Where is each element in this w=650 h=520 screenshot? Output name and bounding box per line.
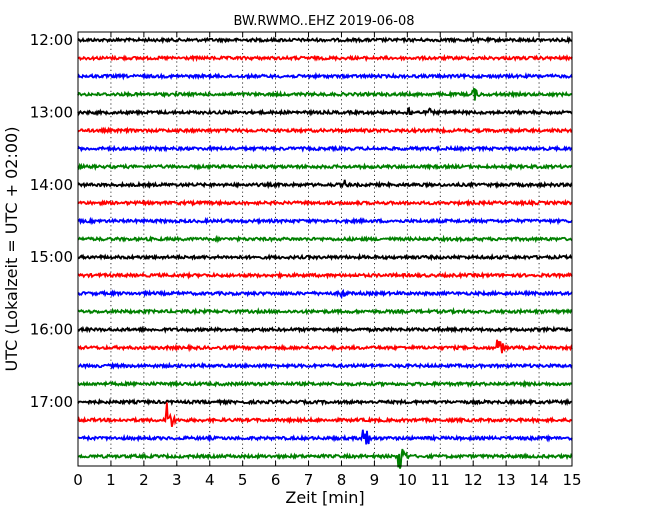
trace-00 xyxy=(77,35,573,45)
x-tick-label: 10 xyxy=(398,471,417,489)
trace-18 xyxy=(77,361,573,370)
minute-grid xyxy=(110,32,540,466)
y-axis-ticks: 12:00 13:00 14:00 15:00 16:00 17:00 xyxy=(30,31,572,411)
x-tick-label: 2 xyxy=(139,471,149,489)
x-tick-label: 9 xyxy=(370,471,380,489)
trace-02 xyxy=(77,71,573,81)
plot-frame xyxy=(77,31,573,467)
x-tick-label: 12 xyxy=(464,471,483,489)
trace-23 xyxy=(77,448,573,469)
trace-07 xyxy=(77,162,573,172)
x-tick-label: 0 xyxy=(73,471,83,489)
trace-17 xyxy=(77,339,573,354)
trace-01 xyxy=(77,53,573,63)
trace-09 xyxy=(77,198,573,208)
y-axis-label: UTC (Lokalzeit = UTC + 02:00) xyxy=(2,127,21,372)
y-tick-label: 15:00 xyxy=(30,248,73,266)
trace-11 xyxy=(77,234,573,244)
trace-16 xyxy=(77,325,573,334)
x-tick-label: 3 xyxy=(172,471,182,489)
y-tick-label: 17:00 xyxy=(30,393,73,411)
trace-12 xyxy=(77,252,573,262)
trace-10 xyxy=(77,216,573,226)
trace-14 xyxy=(77,288,573,300)
y-tick-label: 13:00 xyxy=(30,103,73,121)
x-tick-label: 5 xyxy=(238,471,248,489)
x-tick-label: 6 xyxy=(271,471,281,489)
trace-03 xyxy=(77,88,573,101)
trace-13 xyxy=(77,270,573,280)
trace-04 xyxy=(77,106,573,117)
x-tick-label: 15 xyxy=(562,471,581,489)
y-tick-label: 12:00 xyxy=(30,31,73,49)
x-axis-ticks: 0 1 2 3 4 5 6 7 8 9 10 11 12 13 14 15 xyxy=(73,32,582,489)
x-tick-label: 13 xyxy=(497,471,516,489)
trace-05 xyxy=(77,126,573,135)
x-tick-label: 11 xyxy=(431,471,450,489)
y-tick-label: 16:00 xyxy=(30,321,73,339)
trace-22 xyxy=(77,429,573,445)
trace-08 xyxy=(77,179,573,190)
x-tick-label: 8 xyxy=(337,471,347,489)
x-axis-label: Zeit [min] xyxy=(285,488,364,507)
trace-19 xyxy=(77,379,573,389)
y-tick-label: 14:00 xyxy=(30,176,73,194)
chart-title: BW.RWMO..EHZ 2019-06-08 xyxy=(233,14,414,29)
trace-15 xyxy=(77,306,573,316)
x-tick-label: 1 xyxy=(106,471,116,489)
x-tick-label: 7 xyxy=(304,471,314,489)
x-tick-label: 4 xyxy=(205,471,215,489)
seismic-traces xyxy=(77,35,573,469)
x-tick-label: 14 xyxy=(530,471,549,489)
trace-21 xyxy=(77,402,573,428)
trace-20 xyxy=(77,397,573,407)
trace-06 xyxy=(77,144,573,153)
